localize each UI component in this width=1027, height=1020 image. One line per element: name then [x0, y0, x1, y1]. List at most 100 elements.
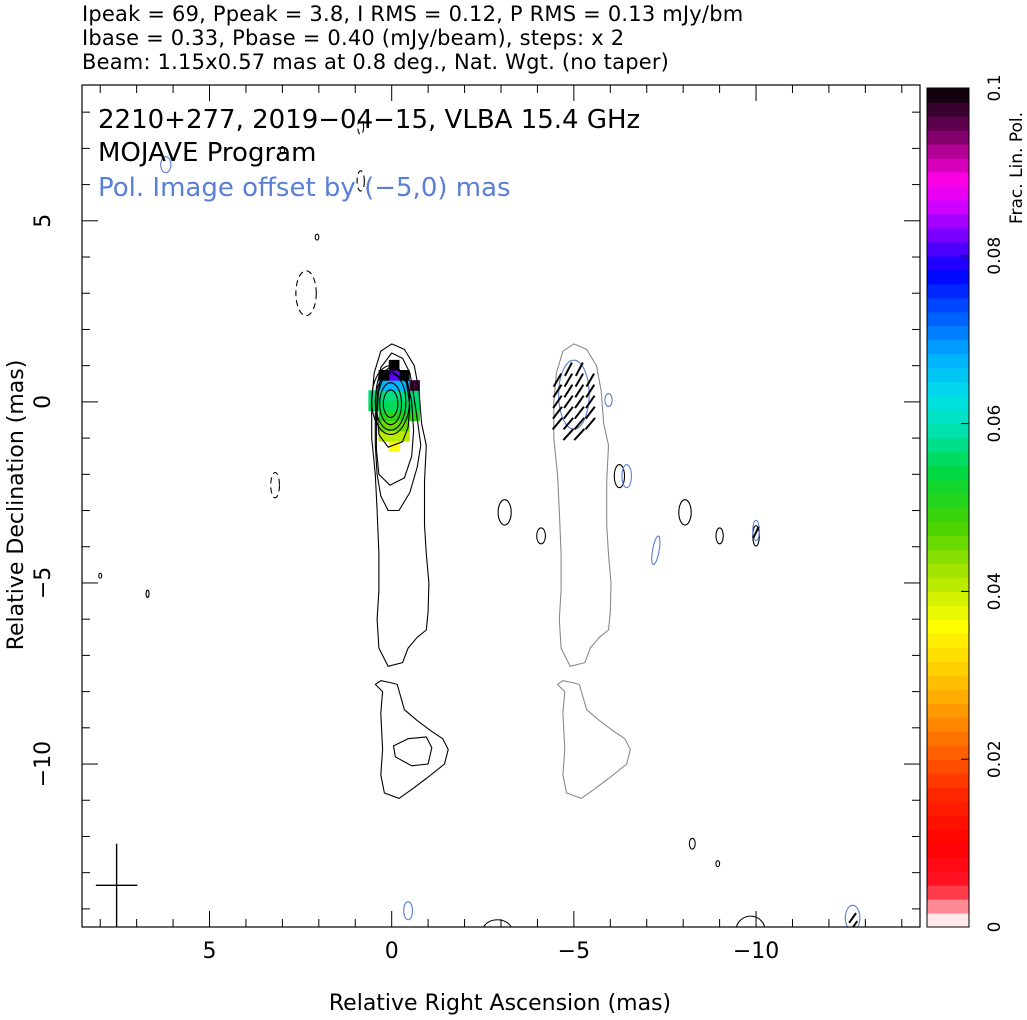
axis-ticks: 5 0 −5 −10 5 0 −5 −10 — [31, 85, 920, 964]
colorbar-segment — [927, 871, 969, 886]
colorbar-tick-label: 0 — [985, 922, 1005, 933]
x-tick-label: −10 — [733, 939, 779, 964]
y-tick-label: 5 — [31, 214, 56, 228]
noise-contour — [314, 233, 320, 241]
evpa-vector — [752, 526, 760, 539]
negative-contour — [356, 170, 365, 192]
colorbar-tick-label: 0.06 — [985, 405, 1005, 443]
evpa-vector — [584, 406, 596, 420]
pol-fraction-pixel — [388, 430, 400, 442]
intensity-contour — [374, 373, 407, 431]
pol-fraction-pixel — [388, 440, 400, 452]
evpa-vector — [574, 362, 584, 377]
colorbar-segment — [927, 675, 969, 690]
colorbar-segment — [927, 577, 969, 592]
colorbar-segment — [927, 423, 969, 439]
colorbar-tick-label: 0.1 — [985, 74, 1005, 101]
colorbar-segment — [927, 563, 969, 579]
colorbar-segment — [927, 88, 969, 103]
x-axis-label: Relative Right Ascension (mas) — [329, 991, 671, 1016]
colorbar-segment — [927, 843, 969, 858]
colorbar-segment — [927, 535, 969, 551]
pol-fraction-pixel — [409, 390, 420, 401]
y-tick-label: −5 — [31, 567, 56, 599]
colorbar-segment — [927, 787, 969, 802]
colorbar-tick-label: 0.08 — [985, 237, 1005, 275]
pol-fraction-pixel — [368, 390, 380, 401]
x-tick-label: 5 — [203, 939, 217, 964]
evpa-vector — [574, 373, 584, 388]
pol-intensity-contour — [160, 156, 172, 174]
colorbar-segment — [927, 311, 969, 327]
pol-fraction-pixel — [388, 400, 400, 412]
noise-contour — [715, 860, 721, 868]
evpa-vector — [573, 428, 586, 441]
evpa-vector — [552, 384, 563, 398]
pol-fraction-pixel — [388, 390, 400, 401]
colorbar-segment — [927, 213, 969, 229]
colorbar-segment — [927, 241, 969, 257]
colorbar-segment — [927, 801, 969, 816]
colorbar-segment — [927, 325, 969, 341]
noise-contour — [688, 837, 696, 850]
colorbar-segment — [927, 829, 969, 844]
map-layer — [95, 118, 861, 927]
evpa-vector — [552, 373, 563, 388]
evpa-vector — [584, 417, 596, 431]
pol-fraction-pixel — [388, 420, 400, 432]
pol-fraction-pixel — [378, 370, 390, 381]
colorbar-segment — [927, 815, 969, 830]
colorbar-tick-label: 0.04 — [985, 572, 1005, 610]
pol-intensity-contour — [604, 393, 613, 408]
colorbar-segment — [927, 367, 969, 383]
colorbar-segment — [927, 731, 969, 746]
colorbar-segment — [927, 913, 969, 928]
colorbar-segment — [927, 745, 969, 760]
pol-offset-annotation: Pol. Image offset by (−5,0) mas — [98, 173, 511, 203]
pol-intensity-contour — [844, 904, 861, 927]
colorbar-segment — [927, 507, 969, 523]
intensity-contour — [376, 370, 411, 448]
colorbar-segment — [927, 171, 969, 187]
noise-contour — [279, 146, 286, 155]
negative-contour — [270, 471, 281, 499]
pol-fraction-pixel — [398, 380, 410, 391]
evpa-vector — [551, 417, 564, 431]
evpa-vector — [552, 406, 563, 420]
pol-fraction-pixel — [398, 420, 410, 432]
evpa-vector — [585, 373, 595, 388]
pol-fraction-pixel — [378, 420, 390, 432]
intensity-contour — [379, 382, 403, 426]
evpa-vector — [563, 406, 574, 420]
noise-contour — [678, 499, 692, 526]
pol-fraction-pixel — [368, 400, 380, 412]
evpa-vector — [573, 417, 585, 431]
colorbar-segment — [927, 549, 969, 565]
pol-intensity-contour — [621, 463, 632, 489]
evpa-vector — [585, 395, 596, 409]
colorbar-segment — [927, 465, 969, 481]
colorbar-segment — [927, 717, 969, 732]
evpa-vector — [851, 920, 859, 927]
header-line-2: Ibase = 0.33, Pbase = 0.40 (mJy/beam), s… — [82, 26, 625, 50]
header-line-3: Beam: 1.15x0.57 mas at 0.8 deg., Nat. Wg… — [82, 50, 670, 74]
colorbar-segment — [927, 605, 969, 620]
noise-contour — [715, 527, 724, 545]
intensity-contour — [382, 389, 399, 419]
colorbar-segment — [927, 689, 969, 704]
colorbar-segment — [927, 647, 969, 662]
pol-fraction-pixel — [398, 400, 410, 412]
evpa-vector — [573, 406, 585, 420]
pol-intensity-contour — [752, 519, 760, 542]
colorbar-segment — [927, 199, 969, 215]
pol-fraction-pixel — [388, 359, 400, 371]
pol-intensity-contour — [558, 359, 590, 430]
colorbar-segment — [927, 381, 969, 397]
evpa-vector — [564, 362, 573, 377]
plot-frame — [81, 84, 921, 928]
source-annotation: 2210+277, 2019−04−15, VLBA 15.4 GHz — [98, 105, 640, 135]
pol-image-intensity-contour — [553, 343, 612, 667]
pol-intensity-contour — [651, 535, 661, 566]
pol-fraction-pixel — [398, 390, 410, 401]
colorbar-segment — [927, 129, 969, 145]
